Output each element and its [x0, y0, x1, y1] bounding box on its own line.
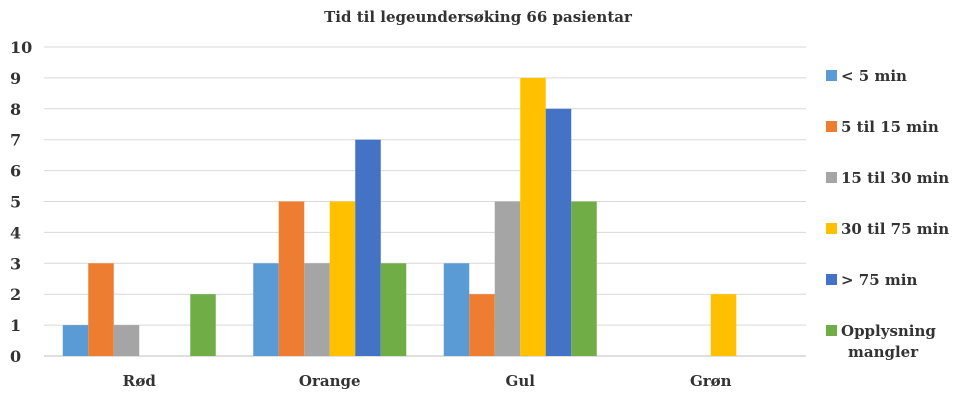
- bar-1-5: [380, 263, 407, 356]
- bar-1-2: [304, 263, 330, 356]
- x-tick-label: Gul: [506, 372, 536, 390]
- legend-label: > 75 min: [841, 271, 917, 289]
- bar-0-1: [88, 263, 114, 356]
- bar-0-2: [113, 325, 140, 356]
- x-tick-label: Rød: [123, 372, 157, 390]
- legend-swatch: [826, 172, 837, 183]
- bar-1-4: [355, 139, 381, 356]
- x-tick-label: Orange: [299, 372, 361, 390]
- legend-label: 15 til 30 min: [841, 169, 949, 187]
- x-tick-label: Grøn: [690, 372, 732, 390]
- gridlines: [44, 46, 806, 357]
- y-tick-label: 8: [10, 100, 21, 119]
- bar-2-2: [494, 201, 521, 356]
- bar-2-1: [469, 294, 495, 356]
- legend-label: 30 til 75 min: [841, 220, 949, 238]
- legend: < 5 min 5 til 15 min 15 til 30 min 30 til 7…: [826, 67, 949, 361]
- legend-swatch: [826, 223, 837, 234]
- legend-label: < 5 min: [841, 67, 907, 85]
- legend-swatch: [826, 121, 837, 132]
- bar-1-1: [278, 201, 305, 356]
- bar-1-0: [253, 263, 279, 356]
- y-axis-ticks: 0 1 2 3 4 5 6 7 8 9 10: [10, 38, 32, 366]
- y-tick-label: 9: [10, 69, 21, 88]
- bar-0-0: [62, 325, 89, 356]
- legend-label: Opplysning mangler: [841, 322, 936, 361]
- x-axis-ticks: Rød Orange Gul Grøn: [123, 372, 732, 390]
- bar-0-5: [190, 294, 216, 356]
- y-tick-label: 4: [10, 223, 21, 242]
- y-tick-label: 2: [10, 285, 21, 304]
- bar-1-3: [329, 201, 356, 356]
- y-tick-label: 6: [10, 162, 21, 181]
- bar-3-3: [710, 294, 737, 356]
- y-tick-label: 7: [10, 131, 21, 150]
- y-tick-label: 5: [10, 193, 21, 212]
- bars: [62, 77, 737, 357]
- bar-2-0: [443, 263, 470, 356]
- y-tick-label: 1: [10, 316, 21, 335]
- bar-2-3: [520, 77, 546, 357]
- legend-swatch: [826, 325, 837, 336]
- y-tick-label: 0: [10, 347, 21, 366]
- bar-2-4: [545, 108, 572, 356]
- y-tick-label: 10: [10, 38, 32, 57]
- legend-swatch: [826, 70, 837, 81]
- chart-title: Tid til legeundersøking 66 pasientar: [324, 8, 633, 26]
- bar-2-5: [571, 201, 597, 356]
- legend-swatch: [826, 274, 837, 285]
- y-tick-label: 3: [10, 254, 21, 273]
- legend-label: 5 til 15 min: [841, 118, 939, 136]
